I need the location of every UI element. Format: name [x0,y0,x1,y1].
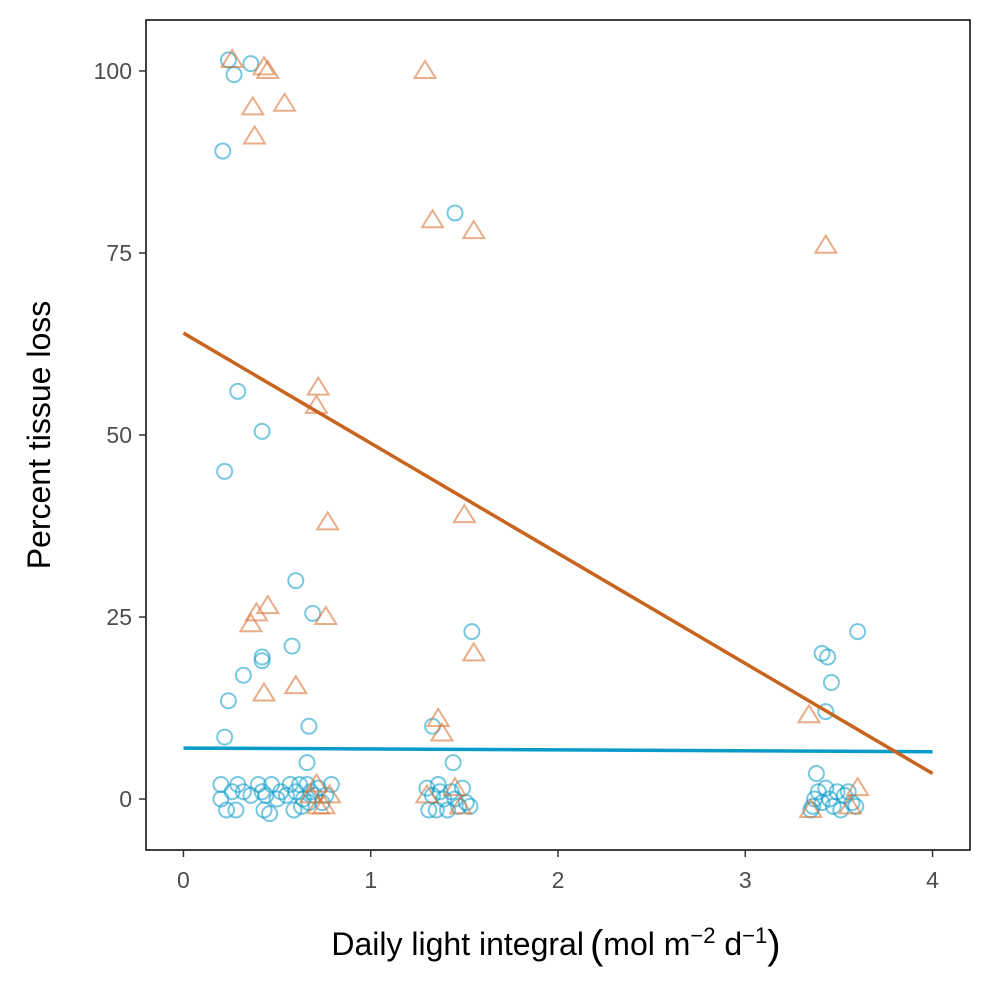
data-point-circle [218,801,236,819]
data-point-circle [283,637,301,655]
data-point-triangle [420,208,445,229]
data-point-circle [804,797,822,815]
data-point-circle [300,717,318,735]
data-point-triangle [315,510,340,531]
data-point-triangle [298,783,324,804]
data-point-triangle [251,55,277,76]
data-point-triangle [311,794,337,815]
data-point-circle [242,55,260,73]
data-point-circle [216,728,234,746]
data-point-circle [253,652,271,670]
x-axis-title-unit-2: d [715,926,742,962]
x-tick-label: 3 [739,867,752,893]
data-point-circle [214,142,232,160]
x-tick-label: 0 [177,867,190,893]
data-point-circle [298,754,316,772]
data-point-triangle [845,776,870,797]
x-axis-title-unit: mol m [603,926,690,962]
data-point-circle [219,692,237,710]
y-axis-title: Percent tissue loss [21,301,57,570]
y-tick-label: 0 [119,786,132,812]
data-point-triangle [412,59,438,79]
data-point-circle [253,422,271,440]
data-point-triangle [461,219,487,240]
data-point-triangle [798,798,824,818]
x-axis-title-exponent-1: −2 [690,923,715,948]
data-point-triangle [244,601,269,622]
y-tick-label: 100 [94,58,132,84]
data-point-circle [304,604,322,622]
data-point-triangle [429,721,455,742]
x-axis-title-exponent-2: −1 [742,923,767,948]
data-point-circle [216,462,234,480]
data-point-circle [227,801,245,819]
data-point-triangle [813,233,839,254]
data-point-triangle [442,776,468,797]
x-axis-title: Daily light integral (mol m−2 d−1) [331,923,780,967]
data-point-circle [229,382,247,400]
points-layer [212,48,870,823]
y-axis: 0 25 50 75 100 [94,58,146,812]
data-point-triangle [283,674,309,695]
data-point-circle [261,805,279,823]
data-point-circle [429,775,447,793]
data-point-triangle [796,703,822,724]
data-point-circle [446,204,464,222]
x-tick-label: 4 [926,867,939,893]
data-point-circle [817,703,835,721]
data-point-circle [819,648,837,666]
data-point-circle [822,674,840,692]
data-point-triangle [304,772,329,793]
x-tick-label: 1 [364,867,377,893]
y-tick-label: 50 [106,422,132,448]
y-tick-label: 25 [106,604,132,630]
data-point-circle [287,572,305,590]
data-point-circle [444,754,462,772]
data-point-triangle [305,375,331,396]
data-point-triangle [255,59,281,79]
data-point-triangle [251,681,277,702]
x-axis-title-main: Daily light integral [331,926,584,962]
data-point-circle [322,775,340,793]
fit-line [182,331,934,776]
data-point-triangle [219,48,245,69]
data-point-triangle [272,91,297,112]
x-axis-title-paren-close: ) [767,923,780,967]
fit-line [183,746,933,754]
data-point-circle [463,623,481,641]
data-point-triangle [313,605,339,626]
data-point-triangle [238,612,264,633]
data-point-triangle [317,783,342,804]
data-point-triangle [425,707,451,727]
fit-lines-layer [182,331,934,776]
data-point-triangle [240,95,266,116]
data-point-circle [234,666,252,684]
data-point-triangle [837,794,863,815]
x-tick-label: 2 [552,867,565,893]
y-tick-label: 75 [106,240,132,266]
data-point-triangle [452,503,477,524]
data-point-triangle [414,783,440,804]
x-axis: 0 1 2 3 4 [177,850,939,893]
data-point-circle [817,779,835,797]
data-point-circle [277,786,295,804]
x-axis-title-paren-open: ( [590,923,604,967]
data-point-circle [849,623,867,641]
data-point-circle [807,765,825,783]
data-point-triangle [448,794,473,815]
data-point-triangle [461,641,487,662]
data-point-triangle [242,124,267,145]
data-point-triangle [255,594,281,615]
